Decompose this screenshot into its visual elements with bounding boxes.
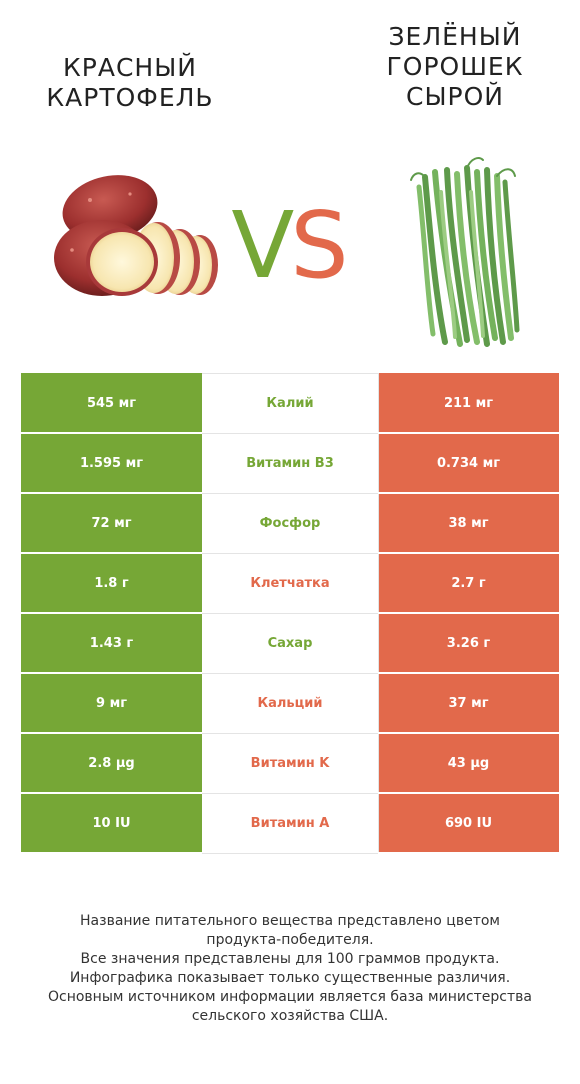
- left-value: 1.43 г: [21, 612, 202, 674]
- left-value: 1.595 мг: [21, 432, 202, 494]
- left-value: 2.8 µg: [21, 732, 202, 794]
- nutrient-name: Витамин B3: [201, 432, 379, 494]
- right-value: 2.7 г: [378, 552, 559, 614]
- right-value: 690 IU: [378, 792, 559, 854]
- footer-line: Инфографика показывает только существенн…: [69, 970, 511, 986]
- left-value: 545 мг: [21, 373, 202, 434]
- nutrient-name: Витамин K: [201, 732, 379, 794]
- table-row: 1.595 мг Витамин B3 0.734 мг: [21, 432, 559, 494]
- vs-letter-v: V: [231, 192, 294, 299]
- right-value: 43 µg: [378, 732, 559, 794]
- right-title-line: сырой: [406, 82, 504, 111]
- nutrient-name: Клетчатка: [201, 552, 379, 614]
- nutrient-name: Калий: [201, 373, 379, 434]
- right-value: 3.26 г: [378, 612, 559, 674]
- red-potato-image: [54, 175, 218, 296]
- footer-line: сельского хозяйства США.: [191, 1008, 389, 1024]
- right-title-line: горошек: [386, 52, 524, 81]
- right-value: 211 мг: [378, 373, 559, 434]
- left-product-title: Красный картофель: [30, 53, 230, 113]
- right-value: 38 мг: [378, 492, 559, 554]
- right-title-line: Зелёный: [388, 22, 522, 51]
- nutrient-name: Кальций: [201, 672, 379, 734]
- nutrient-name: Сахар: [201, 612, 379, 674]
- right-value: 37 мг: [378, 672, 559, 734]
- table-row: 545 мг Калий 211 мг: [21, 373, 559, 434]
- vs-letter-s: S: [290, 192, 348, 299]
- green-beans-image: [410, 157, 520, 347]
- left-value: 10 IU: [21, 792, 202, 854]
- left-value: 9 мг: [21, 672, 202, 734]
- left-value: 72 мг: [21, 492, 202, 554]
- table-row: 2.8 µg Витамин K 43 µg: [21, 732, 559, 794]
- right-value: 0.734 мг: [378, 432, 559, 494]
- footer-line: Название питательного вещества представл…: [80, 913, 500, 929]
- left-value: 1.8 г: [21, 552, 202, 614]
- table-row: 72 мг Фосфор 38 мг: [21, 492, 559, 554]
- left-title-line: картофель: [46, 83, 214, 112]
- table-row: 1.8 г Клетчатка 2.7 г: [21, 552, 559, 614]
- footer-notes: Название питательного вещества представл…: [20, 912, 560, 1026]
- footer-line: Все значения представлены для 100 граммо…: [80, 951, 500, 967]
- footer-line: продукта-победителя.: [206, 932, 374, 948]
- comparison-table: 545 мг Калий 211 мг 1.595 мг Витамин B3 …: [21, 373, 559, 854]
- table-row: 10 IU Витамин A 690 IU: [21, 792, 559, 854]
- table-row: 9 мг Кальций 37 мг: [21, 672, 559, 734]
- table-row: 1.43 г Сахар 3.26 г: [21, 612, 559, 674]
- footer-line: Основным источником информации является …: [48, 989, 532, 1005]
- left-title-line: Красный: [63, 53, 197, 82]
- nutrient-name: Витамин A: [201, 792, 379, 854]
- vs-label: VS: [218, 196, 358, 296]
- comparison-rows: 545 мг Калий 211 мг 1.595 мг Витамин B3 …: [21, 373, 559, 854]
- right-product-title: Зелёный горошек сырой: [340, 22, 570, 112]
- nutrient-name: Фосфор: [201, 492, 379, 554]
